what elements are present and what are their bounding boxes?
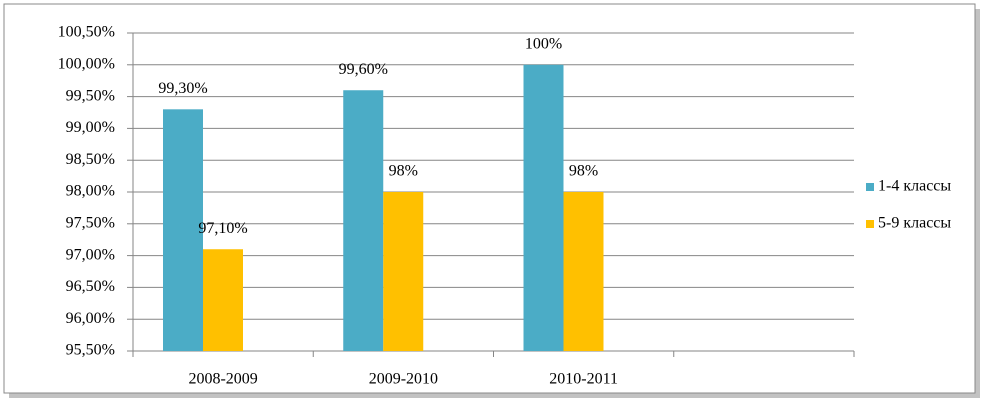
x-tick-label: 2009-2010 xyxy=(369,371,438,388)
data-label: 99,60% xyxy=(339,61,388,78)
y-tick-label: 98,00% xyxy=(66,183,115,200)
y-tick-label: 99,00% xyxy=(66,119,115,136)
y-tick-label: 100,00% xyxy=(58,55,115,72)
y-tick-label: 97,50% xyxy=(66,214,115,231)
legend-label: 5-9 классы xyxy=(878,215,951,232)
bar xyxy=(383,192,424,351)
x-tick-label: 2008-2009 xyxy=(188,371,257,388)
y-tick-label: 95,50% xyxy=(66,342,115,359)
data-label: 98% xyxy=(569,163,598,180)
y-tick-label: 96,50% xyxy=(66,278,115,295)
legend-swatch xyxy=(866,183,874,191)
data-label: 100% xyxy=(525,35,562,52)
legend-label: 1-4 классы xyxy=(878,178,951,195)
y-tick-label: 99,50% xyxy=(66,87,115,104)
bar xyxy=(523,64,564,352)
data-label: 97,10% xyxy=(198,220,247,237)
y-tick-label: 96,00% xyxy=(66,310,115,327)
frame xyxy=(3,3,976,394)
y-tick-label: 97,00% xyxy=(66,246,115,263)
bar xyxy=(563,192,604,351)
data-label: 99,30% xyxy=(158,80,207,97)
x-tick-label: 2010-2011 xyxy=(549,371,618,388)
legend-swatch xyxy=(866,220,874,228)
y-tick-label: 98,50% xyxy=(66,151,115,168)
bar xyxy=(343,90,384,352)
y-tick-label: 100,50% xyxy=(58,24,115,41)
bar xyxy=(203,249,243,351)
data-label: 98% xyxy=(389,163,418,180)
bar xyxy=(163,109,203,351)
